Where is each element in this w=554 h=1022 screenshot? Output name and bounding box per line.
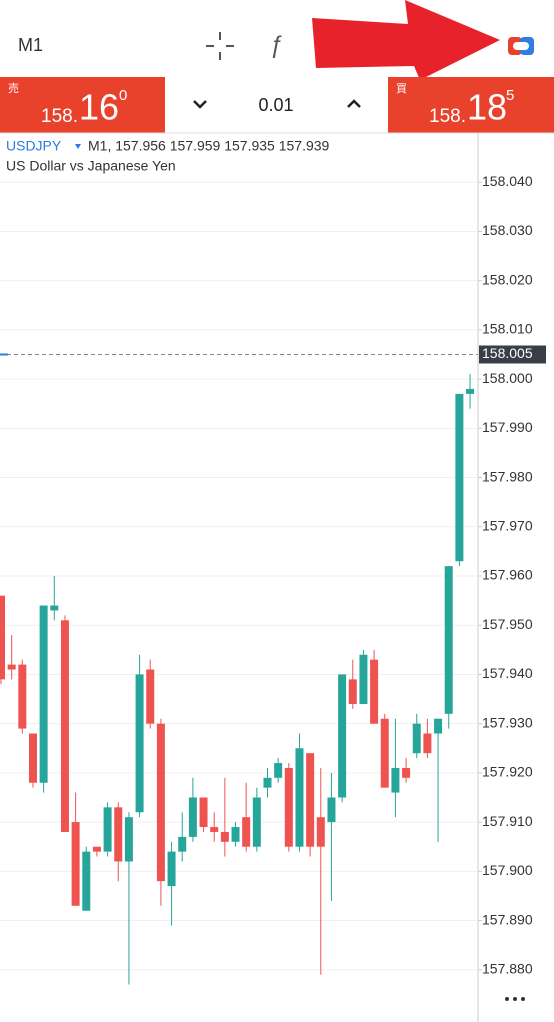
y-tick-label: 157.910 xyxy=(482,813,533,829)
price-axis: 157.880 157.890 157.900 157.910 157.920 157.9… xyxy=(478,173,546,976)
candle-body xyxy=(402,767,411,778)
candle-body xyxy=(434,718,443,734)
y-tick-label: 158.030 xyxy=(482,222,533,238)
candles xyxy=(0,374,475,985)
y-tick-label: 157.960 xyxy=(482,567,533,583)
candle-body xyxy=(114,807,123,862)
buy-button[interactable] xyxy=(388,77,554,133)
symbol-dropdown[interactable] xyxy=(75,144,81,149)
candle-body xyxy=(359,654,368,704)
candle-body xyxy=(252,797,261,847)
candle-body xyxy=(284,767,293,847)
sell-price-prefix: 158. xyxy=(41,106,78,127)
y-tick-label: 157.940 xyxy=(482,665,533,681)
candle-body xyxy=(423,733,432,754)
red-arrow xyxy=(312,0,500,80)
candle-body xyxy=(274,763,283,778)
candle-body xyxy=(156,723,165,882)
timeframe[interactable]: M1 xyxy=(18,35,43,55)
candle-body xyxy=(348,679,357,704)
y-tick-label: 158.000 xyxy=(482,370,533,386)
buy-price-big: 18 xyxy=(467,87,507,128)
y-tick-label: 157.950 xyxy=(482,616,533,632)
buy-price-sup: 5 xyxy=(506,87,514,104)
candle-body xyxy=(338,674,347,798)
candle-body xyxy=(92,846,101,852)
y-tick-label: 157.990 xyxy=(482,419,533,435)
candle-body xyxy=(71,822,80,906)
last-price-box xyxy=(479,345,546,364)
candle-body xyxy=(444,566,453,714)
candle-body xyxy=(220,831,229,842)
candle-body xyxy=(82,851,91,911)
y-tick-label: 158.010 xyxy=(482,321,533,337)
candle-body xyxy=(188,797,197,837)
candle-body xyxy=(455,393,464,562)
y-tick-label: 157.930 xyxy=(482,714,533,730)
candle-body xyxy=(0,595,5,680)
candle-body xyxy=(380,718,389,788)
trade-toggle-icon[interactable] xyxy=(508,37,534,55)
y-tick-label: 157.980 xyxy=(482,468,533,484)
indicator-icon[interactable]: ƒ xyxy=(269,31,282,58)
y-tick-label: 158.040 xyxy=(482,173,533,189)
y-tick-label: 157.920 xyxy=(482,764,533,780)
candle-body xyxy=(7,664,16,670)
y-tick-label: 157.900 xyxy=(482,862,533,878)
candle-body xyxy=(60,620,69,832)
lot-size[interactable]: 0.01 xyxy=(258,95,293,115)
candle-body xyxy=(50,605,59,611)
candle-body xyxy=(370,659,379,724)
symbol[interactable]: USDJPY xyxy=(6,138,62,154)
candle-body xyxy=(295,748,304,847)
candle-body xyxy=(146,669,155,724)
sell-button[interactable] xyxy=(0,77,165,133)
ohlc-info: M1, 157.956 157.959 157.935 157.939 xyxy=(88,138,330,154)
y-tick-label: 157.970 xyxy=(482,517,533,533)
candle-body xyxy=(39,605,48,783)
candle-body xyxy=(103,807,112,852)
candle-body xyxy=(135,674,144,813)
candle-body xyxy=(178,836,187,852)
sell-label: 売 xyxy=(8,82,19,95)
candle-body xyxy=(327,797,336,823)
candle-body xyxy=(263,777,272,788)
candle-body xyxy=(412,723,421,754)
sell-price-big: 16 xyxy=(79,87,119,128)
buy-price-prefix: 158. xyxy=(429,106,466,127)
candle-body xyxy=(18,664,27,729)
sell-price-sup: 0 xyxy=(119,87,127,104)
candle-body xyxy=(466,388,475,394)
buy-label: 買 xyxy=(396,82,407,95)
candle-body xyxy=(199,797,208,828)
y-tick-label: 157.880 xyxy=(482,960,533,976)
candle-body xyxy=(231,827,240,842)
candle-body xyxy=(167,851,176,887)
candle-body xyxy=(306,753,315,847)
candle-body xyxy=(124,817,133,862)
candle-body xyxy=(28,733,37,783)
candle-body xyxy=(210,827,219,832)
more-button[interactable] xyxy=(505,997,525,1001)
crosshair-icon[interactable] xyxy=(206,32,234,60)
subtitle: US Dollar vs Japanese Yen xyxy=(6,158,176,174)
candle-body xyxy=(391,767,400,793)
y-tick-label: 157.890 xyxy=(482,911,533,927)
lot-increase[interactable] xyxy=(347,99,361,108)
candle-body xyxy=(316,817,325,847)
y-tick-label: 158.020 xyxy=(482,271,533,287)
lot-decrease[interactable] xyxy=(193,100,207,109)
candle-body xyxy=(242,817,251,847)
last-price-label: 158.005 xyxy=(482,345,533,361)
